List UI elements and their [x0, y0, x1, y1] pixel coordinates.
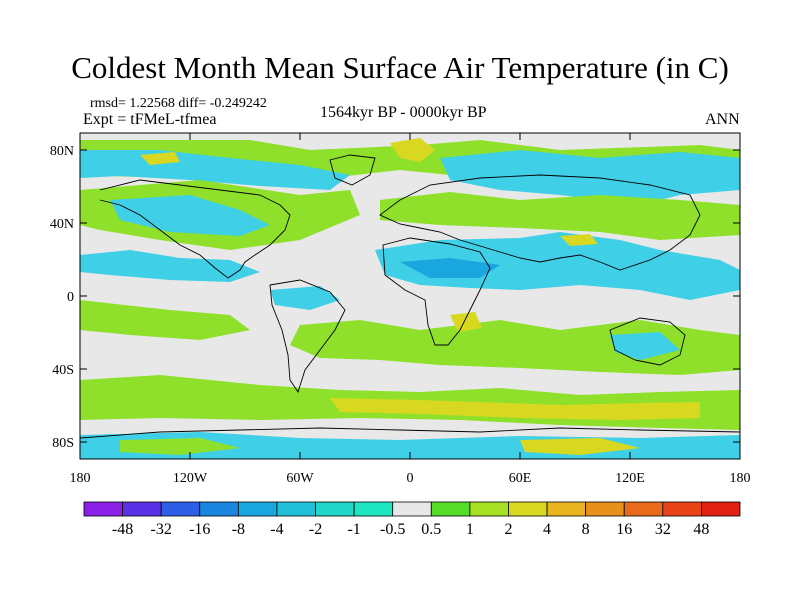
colorbar-swatch: [508, 501, 548, 517]
colorbar-label: -0.5: [380, 521, 405, 538]
anomaly-region: [270, 286, 340, 310]
colorbar-swatch: [276, 501, 316, 517]
anomaly-region: [560, 234, 598, 246]
coastline-greenland: [329, 154, 376, 186]
anomaly-region: [610, 332, 680, 360]
anomaly-region: [450, 312, 482, 332]
x-tick-label: 120E: [615, 471, 645, 486]
colorbar-swatch: [585, 501, 625, 517]
coastline-south-america: [269, 279, 346, 394]
stats-line: rmsd= 1.22568 diff= -0.249242: [90, 96, 267, 111]
colorbar-label: 0.5: [421, 521, 441, 538]
colorbar-swatch: [315, 501, 355, 517]
colorbar-label: 48: [693, 521, 709, 538]
anomaly-region: [520, 438, 640, 455]
season-label: ANN: [705, 111, 740, 128]
colorbar-swatch: [623, 501, 664, 517]
coastline-eurasia: [379, 174, 701, 271]
y-tick-label: 80N: [50, 144, 74, 159]
colorbar-label: -4: [270, 521, 283, 538]
colorbar-swatch: [546, 501, 587, 517]
anomaly-region: [330, 398, 700, 420]
y-tick-label: 80S: [52, 436, 74, 451]
colorbar-label: 16: [616, 521, 632, 538]
page-title: Coldest Month Mean Surface Air Temperatu…: [71, 50, 729, 85]
colorbar-label: 2: [504, 521, 512, 538]
anomaly-region: [390, 138, 435, 162]
x-tick-label: 60W: [286, 471, 314, 486]
x-tick-label: 180: [70, 471, 91, 486]
coastlines: [80, 154, 740, 439]
y-tick-label: 40N: [50, 217, 74, 232]
colorbar-label: -16: [189, 521, 210, 538]
anomaly-region: [140, 152, 180, 165]
colorbar-label: -8: [232, 521, 245, 538]
colorbar-swatch: [430, 501, 471, 517]
experiment-label: Expt = tFMeL-tfmea: [83, 111, 217, 128]
x-tick-label: 0: [407, 471, 414, 486]
colorbar-swatch: [701, 501, 741, 517]
colorbar-label: -32: [151, 521, 172, 538]
colorbar-swatch: [662, 501, 702, 517]
coastline-north-america: [99, 179, 291, 279]
anomaly-region: [120, 438, 240, 455]
temperature-map: [80, 133, 740, 459]
colorbar-swatch: [353, 501, 394, 517]
x-tick-label: 60E: [509, 471, 532, 486]
colorbar: -48 -32 -16 -8 -4 -2 -1 -0.5 0.5 1 2 4 8 16 32 48: [83, 501, 741, 538]
x-tick-marks: [79, 133, 741, 459]
colorbar-swatch: [237, 501, 278, 517]
anomaly-region: [380, 192, 740, 240]
colorbar-swatch: [469, 501, 509, 517]
y-tick-label: 40S: [52, 363, 74, 378]
colorbar-swatch: [83, 501, 123, 517]
colorbar-label: -1: [347, 521, 360, 538]
colorbar-swatch: [122, 501, 162, 517]
y-tick-marks: [80, 149, 740, 443]
coastline-australia: [609, 317, 686, 366]
period-label: 1564kyr BP - 0000kyr BP: [320, 104, 487, 121]
anomaly-region: [290, 320, 740, 375]
anomaly-region: [80, 300, 250, 340]
y-tick-label: 0: [67, 290, 74, 305]
coastline-africa: [382, 237, 491, 346]
colorbar-label: -48: [112, 521, 133, 538]
colorbar-label: -2: [309, 521, 322, 538]
colorbar-swatch: [160, 501, 201, 517]
anomaly-region: [80, 250, 260, 282]
colorbar-label: 1: [466, 521, 474, 538]
colorbar-swatch: [199, 501, 239, 517]
coastline-antarctica: [80, 427, 740, 439]
anomaly-region: [110, 195, 270, 236]
anomaly-region: [400, 258, 500, 278]
colorbar-label: 8: [582, 521, 590, 538]
x-tick-label: 120W: [173, 471, 208, 486]
colorbar-label: 32: [655, 521, 671, 538]
anomaly-region: [375, 232, 740, 300]
colorbar-label: 4: [543, 521, 551, 538]
x-tick-label: 180: [730, 471, 751, 486]
colorbar-swatch: [392, 501, 432, 517]
